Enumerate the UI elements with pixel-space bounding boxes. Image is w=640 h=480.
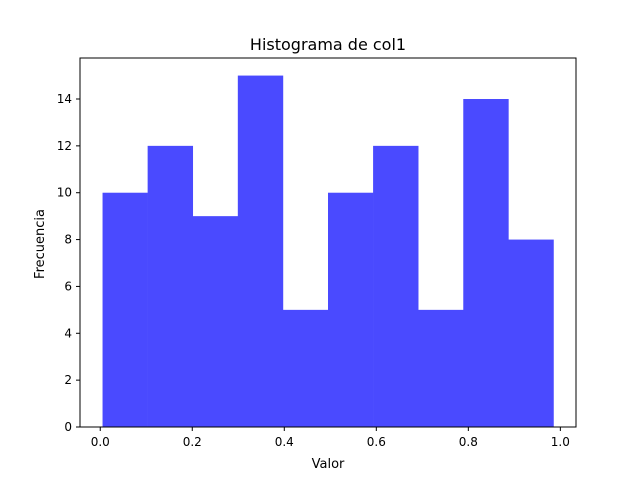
x-tick-label: 0.6 bbox=[367, 435, 386, 449]
histogram-bar bbox=[237, 75, 284, 428]
y-tick-label: 6 bbox=[64, 279, 72, 293]
y-tick-label: 4 bbox=[64, 326, 72, 340]
histogram-bar bbox=[328, 192, 374, 427]
x-tick-label: 0.8 bbox=[459, 435, 478, 449]
y-axis-label: Frecuencia bbox=[33, 209, 48, 279]
y-tick-label: 8 bbox=[64, 233, 72, 247]
y-tick-label: 0 bbox=[64, 420, 72, 434]
histogram-bar bbox=[192, 216, 239, 427]
histogram-bar bbox=[508, 239, 554, 427]
bars-group bbox=[102, 75, 554, 428]
histogram-bar bbox=[102, 192, 148, 427]
histogram-bar bbox=[463, 99, 509, 427]
histogram-bar bbox=[418, 309, 464, 427]
x-tick-label: 0.0 bbox=[91, 435, 110, 449]
x-axis-ticks: 0.0 0.2 0.4 0.6 0.8 1.0 bbox=[91, 427, 570, 449]
x-axis-label: Valor bbox=[312, 457, 345, 472]
x-tick-label: 0.4 bbox=[275, 435, 294, 449]
histogram-bar bbox=[282, 309, 329, 427]
y-tick-label: 12 bbox=[57, 139, 72, 153]
y-axis-ticks: 0 2 4 6 8 10 12 14 bbox=[57, 92, 80, 434]
histogram-bar bbox=[147, 145, 194, 427]
axes-frame bbox=[79, 57, 577, 428]
y-tick-label: 2 bbox=[64, 373, 72, 387]
plot-frame bbox=[79, 57, 577, 428]
y-tick-label: 14 bbox=[57, 92, 72, 106]
y-tick-label: 10 bbox=[57, 186, 72, 200]
histogram-bar bbox=[373, 145, 419, 427]
x-tick-label: 1.0 bbox=[551, 435, 570, 449]
x-tick-label: 0.2 bbox=[183, 435, 202, 449]
chart-title: Histograma de col1 bbox=[250, 35, 406, 54]
